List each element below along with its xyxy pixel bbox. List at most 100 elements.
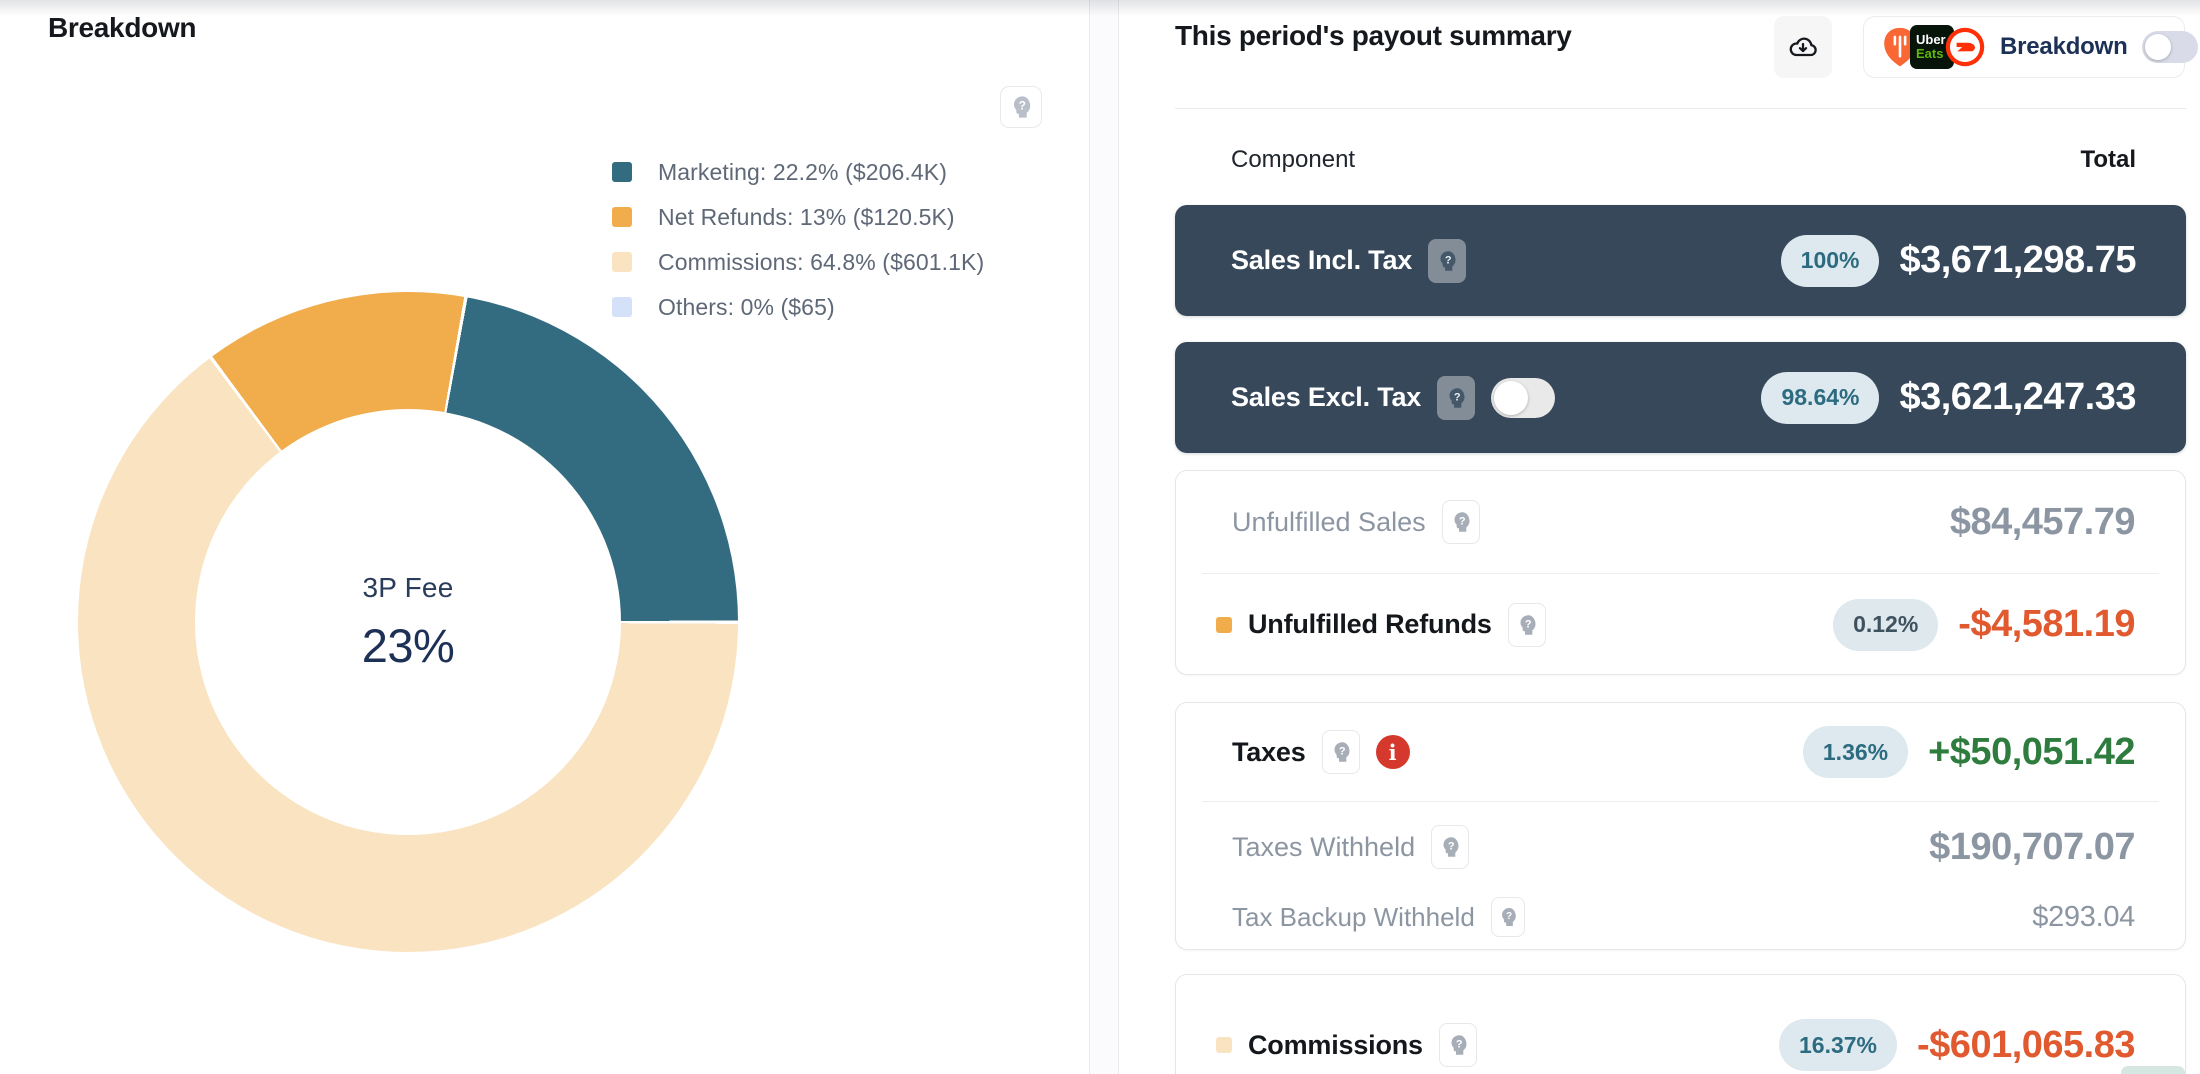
row-label: Unfulfilled Refunds [1248,609,1492,639]
row-value: $190,707.07 [1929,825,2135,868]
help-button[interactable]: ? [1438,1023,1477,1067]
breakdown-title: Breakdown [48,12,197,43]
row-label: Sales Incl. Tax [1231,245,1413,275]
svg-text:?: ? [1506,911,1512,922]
row-value: $84,457.79 [1949,500,2136,543]
card-unfulfilled: Unfulfilled Sales ? $84,457.79 Unfulfill… [1175,470,2186,675]
svg-text:?: ? [1525,618,1532,630]
net-refunds-bullet [1216,616,1232,633]
svg-text:?: ? [1458,515,1465,527]
row-label: Taxes [1232,736,1306,767]
payout-title: This period's payout summary [1175,20,1572,51]
percent-badge: 16.37% [1779,1019,1898,1071]
chart-help-button[interactable]: ? [1000,86,1042,128]
info-alert-icon[interactable]: i [1375,735,1410,769]
legend-swatch-commissions [612,252,632,272]
help-head-icon: ? [1501,908,1516,926]
sales-excl-tax-toggle[interactable] [1491,377,1556,418]
help-button[interactable]: ? [1431,825,1470,869]
percent-badge: 1.36% [1802,726,1909,778]
row-label: Unfulfilled Sales [1232,506,1426,537]
row-value: +$50,051.42 [1928,730,2135,773]
row-label: Sales Excl. Tax [1231,382,1422,412]
donut-center: 3P Fee 23% [195,409,621,835]
table-column-header: Component Total [1175,146,2186,174]
row-label: Taxes Withheld [1232,831,1416,862]
help-head-icon: ? [1520,614,1536,635]
chart-legend: Marketing: 22.2% ($206.4K) Net Refunds: … [612,156,984,336]
svg-text:?: ? [1338,745,1345,757]
row-label: Tax Backup Withheld [1232,901,1475,932]
help-head-icon: ? [1334,742,1350,762]
row-value: $3,671,298.75 [1899,239,2136,281]
cloud-download-icon [1789,37,1817,57]
breakdown-toggle[interactable] [2141,31,2198,63]
header-divider [1175,108,2186,109]
row-taxes-withheld: Taxes Withheld ? $190,707.07 [1176,802,2185,892]
row-value: -$601,065.83 [1917,1023,2135,1066]
row-unfulfilled-sales: Unfulfilled Sales ? $84,457.79 [1176,471,2185,573]
next-row-badge-peek [2121,1066,2185,1074]
row-sales-excl-tax: Sales Excl. Tax ? 98.64% $3,621,247.33 [1175,342,2186,453]
help-button[interactable]: ? [1441,500,1480,544]
percent-badge: 100% [1780,234,1880,287]
legend-label: Marketing: 22.2% ($206.4K) [658,158,947,185]
help-button[interactable]: ? [1437,375,1476,420]
legend-item-net-refunds[interactable]: Net Refunds: 13% ($120.5K) [612,201,984,233]
row-divider [1202,801,2159,802]
column-total: Total [2080,146,2136,173]
row-label: Commissions [1248,1029,1423,1060]
commissions-bullet [1216,1037,1232,1053]
row-value: $293.04 [2032,900,2135,933]
help-button[interactable]: ? [1490,897,1525,937]
help-head-icon: ? [1440,250,1456,271]
donut-center-label: 3P Fee [362,571,454,603]
help-head-icon: ? [1013,96,1031,118]
percent-badge: 0.12% [1833,598,1939,651]
legend-label: Net Refunds: 13% ($120.5K) [658,203,955,230]
toggle-knob [1494,380,1529,415]
svg-text:?: ? [1448,840,1455,852]
svg-text:?: ? [1019,99,1026,113]
donut-chart[interactable]: 3P Fee 23% [78,292,738,952]
help-button[interactable]: ? [1507,602,1546,647]
legend-label: Others: 0% ($65) [658,293,835,320]
help-button[interactable]: ? [1428,238,1467,283]
download-button[interactable] [1774,16,1832,78]
legend-swatch-others [612,297,632,317]
row-divider [1202,573,2159,574]
donut-center-value: 23% [361,618,455,672]
card-commissions: Commissions ? 16.37% -$601,065.83 [1175,974,2186,1074]
toggle-knob [2144,34,2171,60]
row-commissions: Commissions ? 16.37% -$601,065.83 [1176,975,2185,1074]
help-head-icon: ? [1443,837,1459,857]
ubereats-logo: Uber Eats [1910,25,1954,69]
row-value: $3,621,247.33 [1899,376,2136,418]
provider-breakdown-toggle-pill[interactable]: Uber Eats Breakdown [1863,16,2198,78]
svg-text:?: ? [1454,391,1461,403]
row-unfulfilled-refunds: Unfulfilled Refunds ? 0.12% -$4,581.19 [1176,574,2185,674]
doordash-logo [1945,27,1985,67]
svg-text:?: ? [1445,254,1452,266]
legend-label: Commissions: 64.8% ($601.1K) [658,248,985,275]
legend-item-others[interactable]: Others: 0% ($65) [612,291,984,323]
help-head-icon: ? [1451,1035,1467,1055]
payout-summary-panel: This period's payout summary Uber Eats Br… [1118,0,2200,1074]
legend-item-marketing[interactable]: Marketing: 22.2% ($206.4K) [612,156,984,188]
column-component: Component [1231,146,1356,173]
breakdown-panel: Breakdown ? Marketing: 22.2% ($206.4K) N… [0,0,1090,1074]
percent-badge: 98.64% [1761,371,1880,424]
row-sales-incl-tax: Sales Incl. Tax ? 100% $3,671,298.75 [1175,205,2186,316]
help-button[interactable]: ? [1321,730,1360,774]
help-head-icon: ? [1454,512,1470,532]
row-value: -$4,581.19 [1958,603,2135,645]
svg-text:?: ? [1456,1038,1463,1050]
card-taxes: Taxes ? i 1.36% +$50,051.42 Taxes Withhe… [1175,702,2186,950]
legend-swatch-marketing [612,162,632,182]
row-taxes: Taxes ? i 1.36% +$50,051.42 [1176,703,2185,801]
breakdown-toggle-label: Breakdown [2000,33,2128,60]
legend-swatch-net-refunds [612,207,632,227]
help-head-icon: ? [1449,387,1465,408]
row-tax-backup-withheld: Tax Backup Withheld ? $293.04 [1176,892,2185,942]
legend-item-commissions[interactable]: Commissions: 64.8% ($601.1K) [612,246,984,278]
